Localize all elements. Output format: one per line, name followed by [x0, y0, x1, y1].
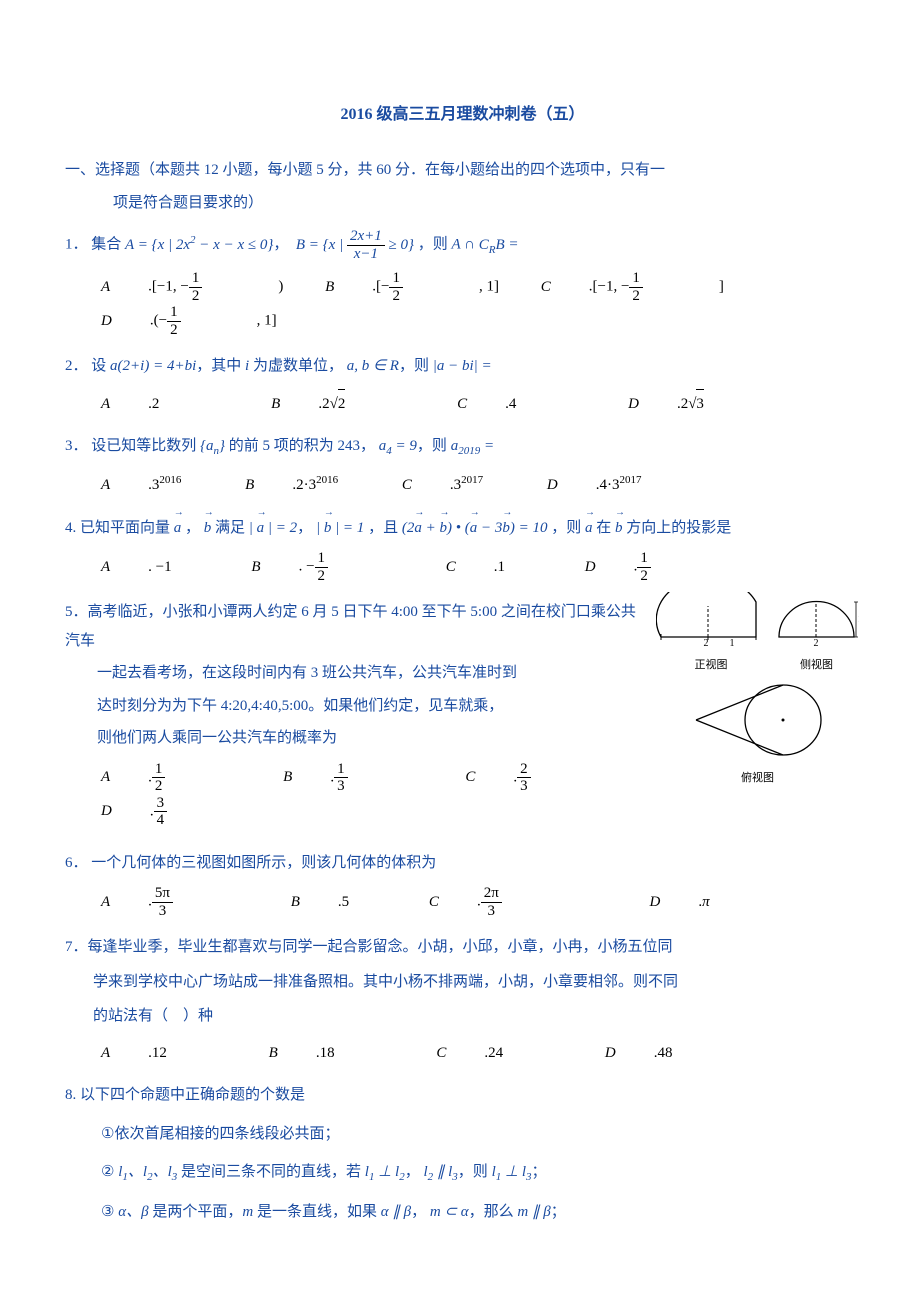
q7-line2: 学来到学校中心广场站成一排准备照相。其中小杨不排两端，小胡，小章要相邻。则不同 — [65, 968, 860, 997]
q1-then: ，则 — [418, 237, 448, 253]
q1-number: 1． — [65, 237, 88, 253]
three-view-figure: 2 1 正视图 1 2 侧视图 俯视图 — [655, 592, 860, 789]
q8-text: 以下四个命题中正确命题的个数是 — [80, 1087, 305, 1103]
q2-number: 2． — [65, 358, 88, 374]
q1-options: A.[−1, −12) B.[−12, 1] C.[−1, −12] D.(−1… — [101, 270, 860, 338]
q3-number: 3． — [65, 438, 88, 454]
q3-seq: {an} — [200, 438, 225, 454]
q3-target: a2019 = — [451, 438, 494, 454]
top-view-label: 俯视图 — [655, 768, 860, 789]
question-3: 3． 设已知等比数列 {an} 的前 5 项的积为 243， a4 = 9，则 … — [65, 432, 860, 462]
top-view: 俯视图 — [655, 680, 860, 789]
q5-number: 5． — [65, 604, 88, 620]
q4-options: A. −1 B. −12 C.1 D.12 — [101, 550, 860, 584]
svg-text:2: 2 — [704, 638, 709, 647]
q3-a4: a4 = 9 — [379, 438, 417, 454]
q6-text: 一个几何体的三视图如图所示，则该几何体的体积为 — [91, 855, 436, 871]
q2-options: A.2 B.2√2 C.4 D.2√3 — [101, 389, 860, 419]
svg-text:2: 2 — [814, 638, 819, 647]
q6-number: 6． — [65, 855, 88, 871]
question-4: 4. 已知平面向量 a ， b 满足 | a | = 2， | b | = 1 … — [65, 514, 860, 543]
svg-text:1: 1 — [730, 638, 735, 647]
q8-prop2: ② l1、l2、l3 是空间三条不同的直线，若 l1 ⊥ l2， l2 ∥ l3… — [101, 1158, 860, 1188]
q4-nb: | b | = 1 — [316, 520, 364, 536]
q1-expr: A ∩ CRB = — [452, 237, 519, 253]
q8-prop1: ①依次首尾相接的四条线段必共面； — [101, 1120, 860, 1149]
q2-expr1: a(2+i) = 4+bi — [110, 358, 196, 374]
q7-line1: 每逢毕业季，毕业生都喜欢与同学一起合影留念。小胡，小邱，小章，小冉，小杨五位同 — [88, 939, 673, 955]
q8-prop3: ③ α、β 是两个平面，m 是一条直线，如果 α ∥ β， m ⊂ α，那么 m… — [101, 1198, 860, 1227]
question-8: 8. 以下四个命题中正确命题的个数是 — [65, 1081, 860, 1110]
q1-text-prefix: 集合 — [91, 237, 121, 253]
q4-p2: 满足 — [215, 520, 245, 536]
q4-vecb: b — [204, 514, 212, 543]
q8-number: 8. — [65, 1087, 76, 1103]
q4-veca: a — [174, 514, 182, 543]
q4-na: | a | = 2 — [249, 520, 297, 536]
page-title: 2016 级高三五月理数冲刺卷（五） — [65, 100, 860, 130]
q2-expr3: |a − bi| = — [433, 358, 492, 374]
q3-options: A.32016 B.2·32016 C.32017 D.4·32017 — [101, 470, 860, 500]
section-header-text: 一、选择题（本题共 12 小题，每小题 5 分，共 60 分．在每小题给出的四个… — [65, 162, 665, 178]
question-6: 6． 一个几何体的三视图如图所示，则该几何体的体积为 — [65, 849, 860, 878]
q4-p1: 已知平面向量 — [80, 520, 170, 536]
q7-options: A.12 B.18 C.24 D.48 — [101, 1039, 860, 1068]
q7-line3: 的站法有（ ）种 — [65, 1002, 860, 1031]
q4-dot: (2a + b) • (a − 3b) = 10 — [402, 520, 548, 536]
front-view-label: 正视图 — [656, 655, 766, 676]
q4-number: 4. — [65, 520, 76, 536]
section-header-cont: 项是符合题目要求的） — [65, 187, 860, 220]
question-1: 1． 集合 A = {x | 2x2 − x − x ≤ 0}， B = {x … — [65, 228, 860, 262]
q3-p2: 的前 5 项的积为 243， — [229, 438, 375, 454]
q6-options: A.5π3 B.5 C.2π3 D.π — [101, 885, 860, 919]
q5-line1: 高考临近，小张和小谭两人约定 6 月 5 日下午 4:00 至下午 5:00 之… — [65, 604, 636, 649]
svg-text:1: 1 — [858, 614, 859, 624]
q2-expr2: a, b ∈ R — [347, 358, 399, 374]
q4-proj: 方向上的投影是 — [626, 520, 731, 536]
question-2: 2． 设 a(2+i) = 4+bi，其中 i 为虚数单位， a, b ∈ R，… — [65, 352, 860, 381]
q2-p1: 设 — [91, 358, 106, 374]
section-header: 一、选择题（本题共 12 小题，每小题 5 分，共 60 分．在每小题给出的四个… — [65, 154, 860, 220]
side-view: 1 2 侧视图 — [774, 592, 859, 676]
q2-i: i — [245, 358, 249, 374]
q7-number: 7． — [65, 939, 88, 955]
q2-p3: 为虚数单位， — [253, 358, 343, 374]
side-view-label: 侧视图 — [774, 655, 859, 676]
q3-p1: 设已知等比数列 — [91, 438, 196, 454]
q1-setA: A = {x | 2x2 − x − x ≤ 0} — [125, 237, 273, 253]
q1-setB: B = {x | 2x+1x−1 ≥ 0} — [296, 237, 414, 253]
front-view: 2 1 正视图 — [656, 592, 766, 676]
question-7: 7．每逢毕业季，毕业生都喜欢与同学一起合影留念。小胡，小邱，小章，小冉，小杨五位… — [65, 933, 860, 962]
